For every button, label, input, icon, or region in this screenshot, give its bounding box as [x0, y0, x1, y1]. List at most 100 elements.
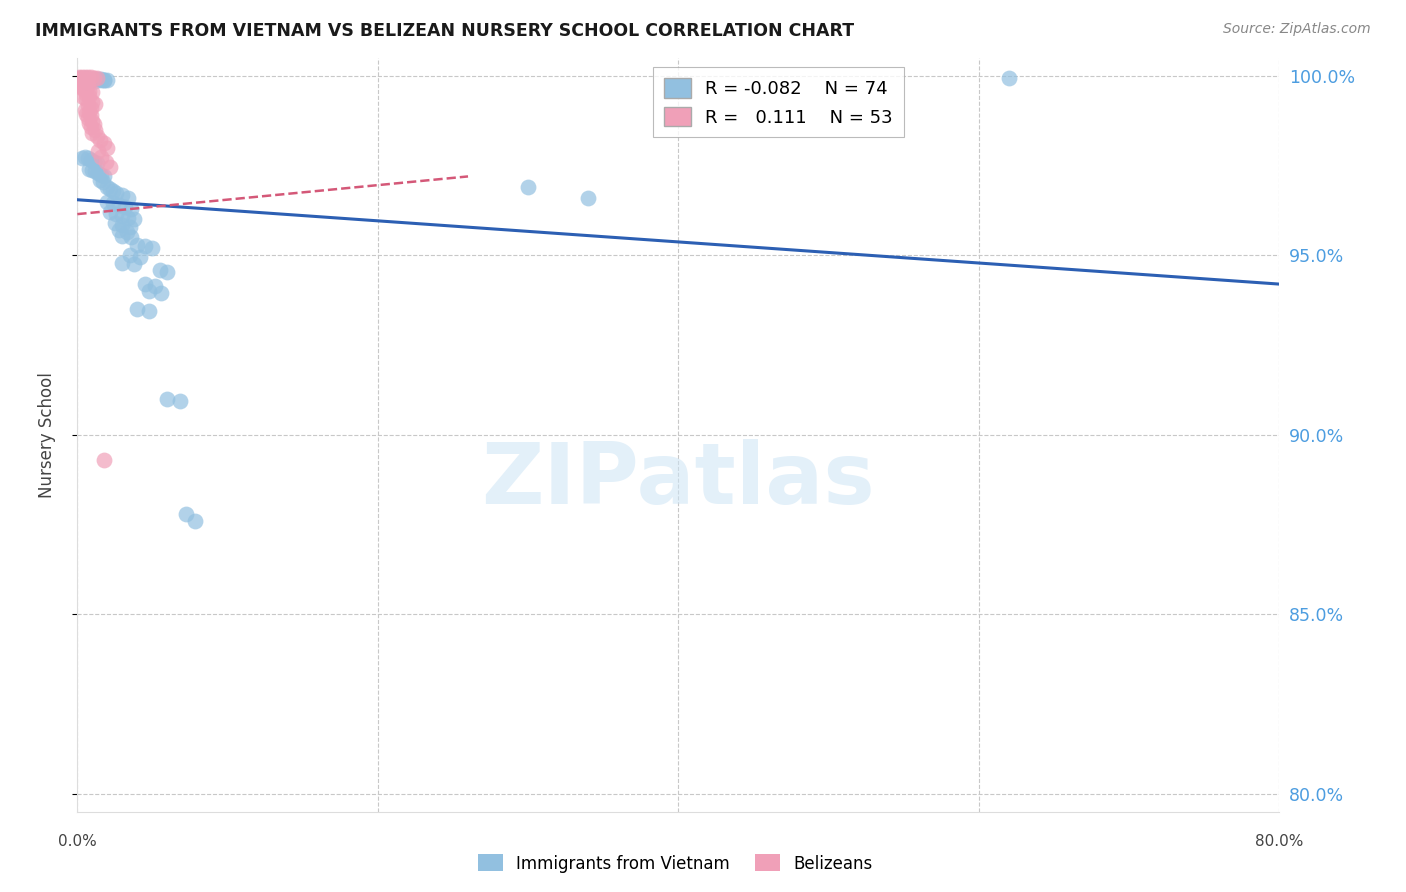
Point [111, 209, 134, 223]
Text: 0.0%: 0.0% [58, 834, 97, 849]
Point [111, 188, 134, 202]
Point [84, 71, 107, 86]
Point [69, 78, 91, 93]
Point [67, 70, 90, 85]
Point [127, 302, 149, 317]
Point [576, 191, 599, 205]
Point [86, 129, 108, 144]
Point [82, 85, 104, 99]
Point [72, 90, 94, 104]
Point [998, 71, 1021, 86]
Point [80, 101, 103, 115]
Point [82, 163, 104, 178]
Point [82, 113, 104, 128]
Point [183, 514, 205, 528]
Point [96, 194, 118, 209]
Point [82, 126, 104, 140]
Point [90, 72, 112, 87]
Point [67, 70, 90, 84]
Point [67, 75, 90, 89]
Point [93, 169, 115, 184]
Point [72, 71, 94, 86]
Point [103, 184, 125, 198]
Point [75, 106, 97, 120]
Point [96, 72, 118, 87]
Point [96, 141, 118, 155]
Point [89, 173, 111, 187]
Point [111, 255, 134, 269]
Point [93, 453, 115, 467]
Point [67, 72, 90, 87]
Point [117, 191, 139, 205]
Point [84, 97, 107, 112]
Text: ZIPatlas: ZIPatlas [481, 439, 876, 522]
Point [100, 161, 122, 175]
Text: 80.0%: 80.0% [1256, 834, 1303, 849]
Point [90, 168, 112, 182]
Point [90, 73, 112, 87]
Point [93, 73, 115, 87]
Point [73, 70, 96, 84]
Point [80, 120, 103, 134]
Text: IMMIGRANTS FROM VIETNAM VS BELIZEAN NURSERY SCHOOL CORRELATION CHART: IMMIGRANTS FROM VIETNAM VS BELIZEAN NURS… [35, 22, 855, 40]
Point [83, 117, 105, 131]
Point [87, 72, 110, 87]
Point [145, 279, 167, 293]
Point [115, 225, 138, 239]
Point [80, 108, 103, 122]
Point [70, 81, 93, 95]
Point [141, 241, 163, 255]
Point [156, 392, 179, 406]
Point [138, 304, 160, 318]
Point [75, 71, 97, 86]
Point [118, 248, 141, 262]
Point [83, 70, 105, 85]
Point [84, 74, 107, 88]
Point [79, 74, 101, 88]
Point [111, 218, 134, 232]
Point [124, 257, 146, 271]
Point [90, 150, 112, 164]
Point [76, 78, 98, 92]
Point [114, 200, 136, 214]
Point [138, 285, 160, 299]
Point [517, 180, 540, 194]
Text: Source: ZipAtlas.com: Source: ZipAtlas.com [1223, 22, 1371, 37]
Point [79, 84, 101, 98]
Legend: R = -0.082    N = 74, R =   0.111    N = 53: R = -0.082 N = 74, R = 0.111 N = 53 [652, 67, 904, 137]
Point [108, 223, 131, 237]
Point [104, 216, 127, 230]
Point [79, 162, 101, 177]
Point [87, 166, 110, 180]
Point [82, 95, 104, 109]
Point [76, 70, 98, 85]
Point [82, 71, 104, 86]
Point [80, 70, 103, 85]
Point [118, 219, 141, 234]
Point [93, 136, 115, 151]
Point [134, 277, 156, 291]
Point [127, 237, 149, 252]
Point [72, 74, 94, 88]
Point [124, 212, 146, 227]
Point [83, 155, 105, 169]
Point [70, 73, 93, 87]
Point [73, 103, 96, 117]
Point [91, 175, 114, 189]
Point [72, 71, 94, 86]
Point [79, 71, 101, 86]
Point [76, 152, 98, 166]
Point [75, 87, 97, 101]
Point [69, 74, 91, 88]
Point [86, 71, 108, 86]
Point [87, 145, 110, 159]
Point [100, 205, 122, 219]
Point [72, 79, 94, 94]
Point [70, 76, 93, 90]
Point [108, 198, 131, 212]
Point [70, 70, 93, 84]
Point [169, 393, 191, 408]
Point [69, 71, 91, 86]
Point [117, 211, 139, 225]
Point [73, 82, 96, 96]
